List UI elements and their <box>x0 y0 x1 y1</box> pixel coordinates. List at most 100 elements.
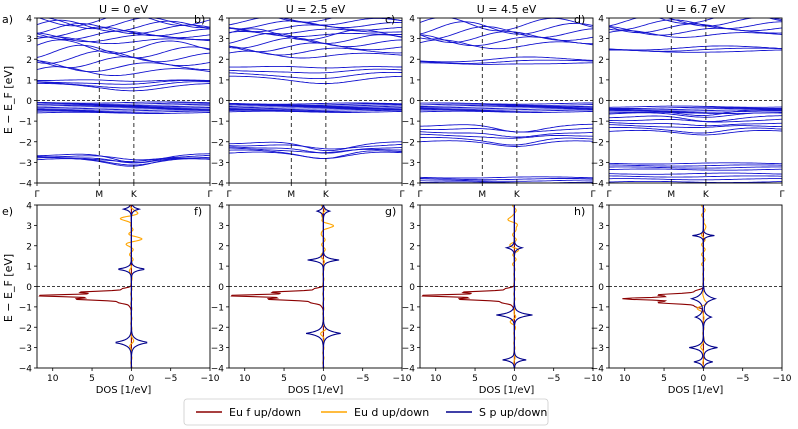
y-tick-label: 4 <box>598 15 604 25</box>
y-tick-label: 4 <box>218 202 224 212</box>
band-line <box>37 106 210 109</box>
band-line <box>276 18 402 23</box>
y-tick-label: −4 <box>19 365 33 375</box>
band-line <box>420 59 593 64</box>
panel-letter: f) <box>194 205 202 218</box>
band-line <box>420 108 593 111</box>
y-tick-label: −4 <box>19 180 33 190</box>
x-tick-label: 10 <box>239 374 251 384</box>
band-line <box>609 109 782 112</box>
x-tick-label: −10 <box>773 374 792 384</box>
band-line <box>37 66 210 77</box>
y-tick-label: −2 <box>402 324 415 334</box>
x-tick-label: Γ <box>590 190 595 200</box>
y-axis-label-dos: E − E_F [eV] <box>2 254 15 322</box>
band-line <box>609 19 782 31</box>
band-line <box>609 23 782 34</box>
band-line <box>420 107 593 110</box>
x-tick-label: 10 <box>619 374 631 384</box>
y-tick-label: 2 <box>409 242 415 252</box>
band-line <box>609 164 782 167</box>
y-tick-label: −4 <box>211 180 225 190</box>
x-tick-label: 5 <box>472 374 478 384</box>
band-line <box>609 129 782 136</box>
band-line <box>420 109 593 112</box>
band-line <box>609 115 782 122</box>
x-tick-label: K <box>514 190 521 200</box>
band-line <box>420 102 593 105</box>
band-line <box>229 143 402 150</box>
band-line <box>37 60 210 73</box>
band-line <box>609 180 782 183</box>
band-line <box>420 21 593 35</box>
band-line <box>609 111 782 114</box>
y-tick-label: −1 <box>19 303 32 313</box>
panel-title: U = 2.5 eV <box>286 3 346 16</box>
y-tick-label: −1 <box>591 303 604 313</box>
y-tick-label: 1 <box>409 263 415 273</box>
y-tick-label: 0 <box>218 97 224 107</box>
y-tick-label: −2 <box>19 138 32 148</box>
band-panel: −4 −3 −2 −1 0 1 2 3 4 Γ M K Γ U = 2.5 eV b) <box>194 3 405 200</box>
x-tick-label: 0 <box>511 374 517 384</box>
band-line <box>609 18 782 27</box>
band-line <box>229 71 402 80</box>
band-line <box>420 18 593 32</box>
band-line <box>420 62 593 65</box>
band-line <box>657 18 782 24</box>
y-tick-label: −3 <box>211 344 224 354</box>
y-tick-label: 4 <box>598 202 604 212</box>
s-p-dos-line-down <box>322 205 341 368</box>
y-tick-label: −3 <box>591 344 604 354</box>
panel-letter: a) <box>2 13 13 26</box>
band-line <box>37 153 210 164</box>
panel-title: U = 6.7 eV <box>666 3 726 16</box>
band-line <box>229 42 402 53</box>
y-axis-label-bands: E − E_F [eV] <box>2 66 15 134</box>
y-tick-label: 3 <box>218 35 224 45</box>
panel-title: U = 0 eV <box>99 3 149 16</box>
panel-letter: e) <box>2 205 13 218</box>
band-line <box>229 20 402 30</box>
x-tick-label: Γ <box>34 190 39 200</box>
y-tick-label: 2 <box>218 242 224 252</box>
y-tick-label: 2 <box>598 242 604 252</box>
band-line <box>420 179 593 182</box>
x-tick-label: −10 <box>201 374 220 384</box>
band-line <box>229 37 402 49</box>
band-line <box>37 39 210 54</box>
band-line <box>37 81 210 89</box>
y-tick-label: 2 <box>26 56 32 66</box>
x-tick-label: 0 <box>320 374 326 384</box>
y-tick-label: −3 <box>591 159 604 169</box>
y-tick-label: 3 <box>409 35 415 45</box>
y-tick-label: 0 <box>26 97 32 107</box>
s-p-dos-line-down <box>702 205 718 368</box>
y-tick-label: 0 <box>409 97 415 107</box>
x-tick-label: M <box>478 190 486 200</box>
band-line <box>420 178 593 181</box>
band-line <box>609 122 782 127</box>
y-tick-label: −4 <box>591 180 605 190</box>
y-tick-label: 3 <box>26 222 32 232</box>
y-tick-label: 4 <box>409 202 415 212</box>
panel-letter: d) <box>574 13 585 26</box>
band-line <box>420 133 593 139</box>
x-tick-label: 5 <box>281 374 287 384</box>
dos-lines <box>421 205 533 368</box>
y-tick-label: 3 <box>26 35 32 45</box>
band-line <box>37 32 210 43</box>
y-tick-label: 0 <box>26 283 32 293</box>
x-tick-label: K <box>131 190 138 200</box>
x-tick-label: 5 <box>89 374 95 384</box>
x-tick-label: −5 <box>164 374 177 384</box>
y-tick-label: 1 <box>26 76 32 86</box>
band-line <box>37 56 210 69</box>
y-tick-label: −2 <box>591 138 604 148</box>
x-tick-label: −5 <box>356 374 369 384</box>
panel-letter: b) <box>194 13 205 26</box>
y-tick-label: 1 <box>218 263 224 273</box>
